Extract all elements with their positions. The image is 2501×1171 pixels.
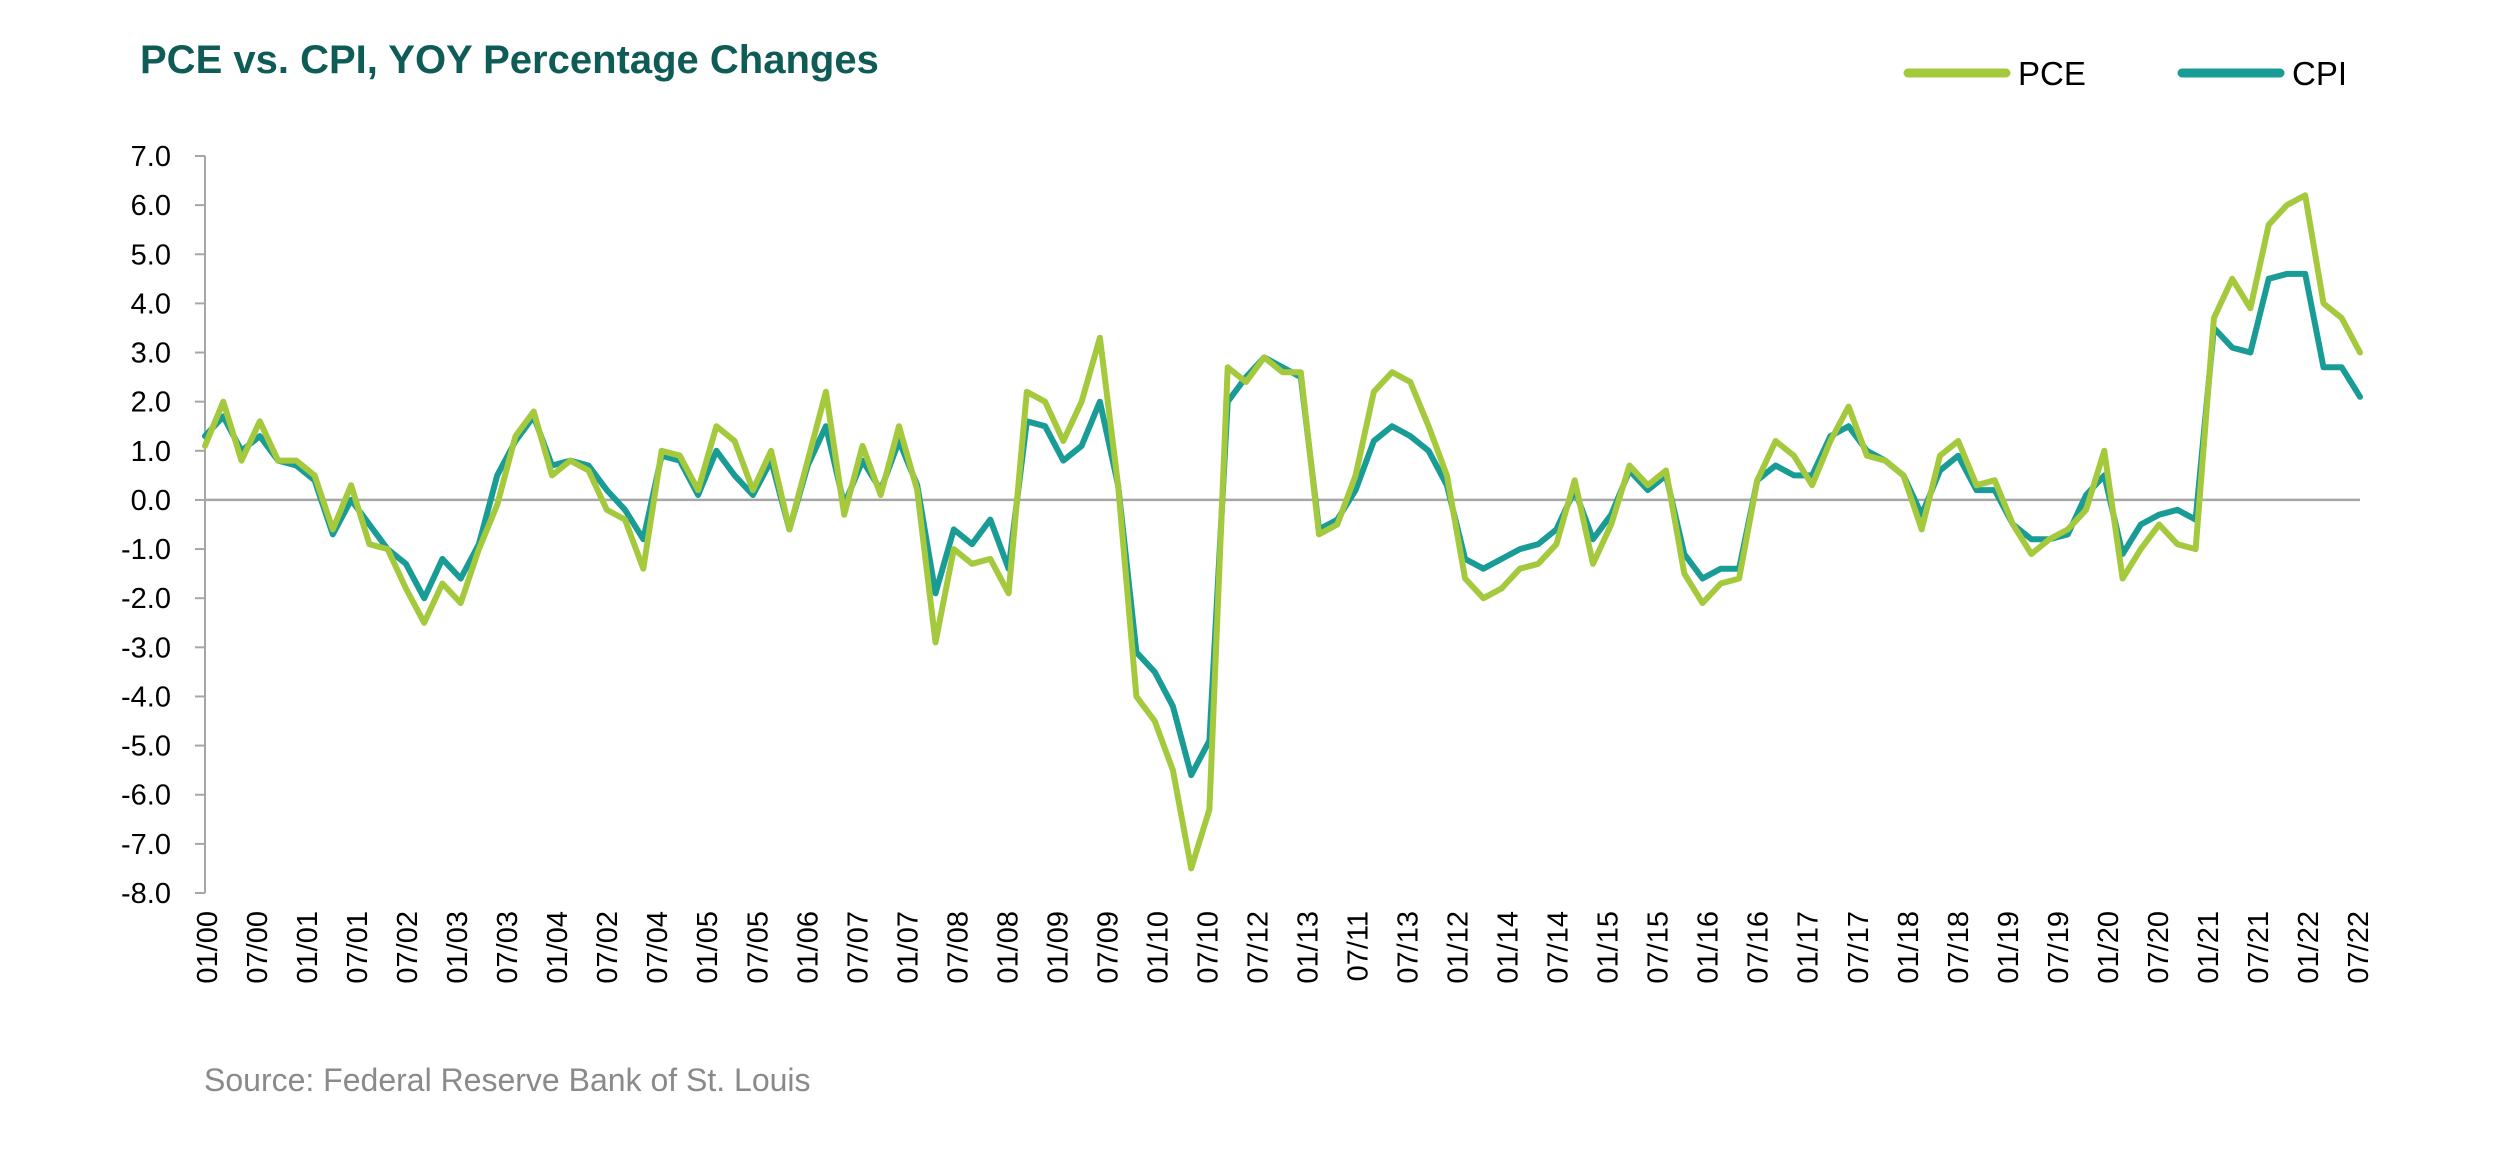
x-tick-label: 07/05 — [742, 911, 774, 984]
y-tick-label: -5.0 — [121, 731, 171, 763]
x-tick-label: 01/18 — [1893, 911, 1925, 984]
y-tick-label: -8.0 — [121, 878, 171, 910]
x-tick-label: 07/01 — [342, 911, 374, 984]
x-tick-label: 01/13 — [1293, 911, 1325, 984]
y-tick-label: 7.0 — [131, 141, 171, 173]
y-tick-label: -2.0 — [121, 583, 171, 615]
chart-title: PCE vs. CPI, YOY Percentage Changes — [140, 38, 879, 82]
y-tick-label: 0.0 — [131, 485, 171, 517]
x-tick-label: 01/09 — [1042, 911, 1074, 984]
y-tick-label: 6.0 — [131, 190, 171, 222]
x-tick-label: 07/21 — [2243, 911, 2275, 984]
x-tick-label: 07/07 — [842, 911, 874, 984]
legend: PCE CPI — [1903, 55, 2347, 92]
x-tick-label: 01/21 — [2193, 911, 2225, 984]
x-tick-label: 01/20 — [2093, 911, 2125, 984]
x-tick-label: 01/16 — [1693, 911, 1725, 984]
series-line-cpi — [202, 270, 2363, 779]
x-tick-label: 01/10 — [1142, 911, 1174, 984]
y-tick-label: -1.0 — [121, 534, 171, 566]
x-tick-label: 01/15 — [1593, 911, 1625, 984]
x-tick-label: 07/10 — [1192, 911, 1224, 984]
x-tick-label: 07/13 — [1393, 911, 1425, 984]
y-tick-label: -7.0 — [121, 829, 171, 861]
x-tick-label: 07/02 — [592, 911, 624, 984]
y-tick-label: -6.0 — [121, 780, 171, 812]
x-tick-label: 01/03 — [442, 911, 474, 984]
x-tick-label: 01/12 — [1443, 911, 1475, 984]
x-tick-label: 07/22 — [2343, 911, 2375, 984]
x-tick-label: 01/05 — [692, 911, 724, 984]
y-tick-label: 1.0 — [131, 436, 171, 468]
series-line-pce — [202, 192, 2363, 872]
legend-label-cpi: CPI — [2292, 55, 2347, 92]
x-tick-label: 07/16 — [1743, 911, 1775, 984]
x-tick-label: 01/19 — [1993, 911, 2025, 984]
x-tick-label: 01/17 — [1793, 911, 1825, 984]
y-tick-label: -3.0 — [121, 632, 171, 664]
source-note: Source: Federal Reserve Bank of St. Loui… — [204, 1062, 811, 1098]
series-layer — [202, 192, 2363, 872]
x-tick-label: 07/09 — [1092, 911, 1124, 984]
x-tick-label: 07/12 — [1242, 911, 1274, 984]
x-tick-label: 07/15 — [1643, 911, 1675, 984]
x-tick-label: 07/11 — [1343, 911, 1375, 981]
y-tick-label: 2.0 — [131, 387, 171, 419]
legend-label-pce: PCE — [2018, 55, 2086, 92]
x-tick-label: 01/06 — [792, 911, 824, 984]
x-tick-label: 07/03 — [492, 911, 524, 984]
x-tick-label: 07/18 — [1943, 911, 1975, 984]
x-tick-label: 01/22 — [2293, 911, 2325, 984]
axis-layer: 7.0 6.0 5.0 4.0 3.0 2.0 1.0 0.0 -1.0 -2.0 -3.0 -4.0… — [121, 141, 2375, 984]
y-tick-label: 3.0 — [131, 338, 171, 370]
x-tick-label: 01/00 — [192, 911, 224, 984]
x-tick-label: 01/07 — [892, 911, 924, 984]
x-tick-label: 07/19 — [2043, 911, 2075, 984]
x-tick-label: 01/14 — [1493, 911, 1525, 984]
x-tick-label: 01/01 — [292, 911, 324, 984]
x-tick-label: 07/17 — [1843, 911, 1875, 984]
x-tick-label: 01/04 — [542, 911, 574, 984]
x-tick-label: 07/14 — [1543, 911, 1575, 984]
y-tick-label: 4.0 — [131, 288, 171, 320]
x-tick-label: 07/04 — [642, 911, 674, 984]
x-tick-label: 07/00 — [242, 911, 274, 984]
y-tick-label: -4.0 — [121, 681, 171, 713]
x-tick-label: 01/08 — [992, 911, 1024, 984]
x-tick-label: 07/08 — [942, 911, 974, 984]
x-tick-label: 07/02 — [392, 911, 424, 984]
x-tick-label: 07/20 — [2143, 911, 2175, 984]
y-tick-label: 5.0 — [131, 239, 171, 271]
